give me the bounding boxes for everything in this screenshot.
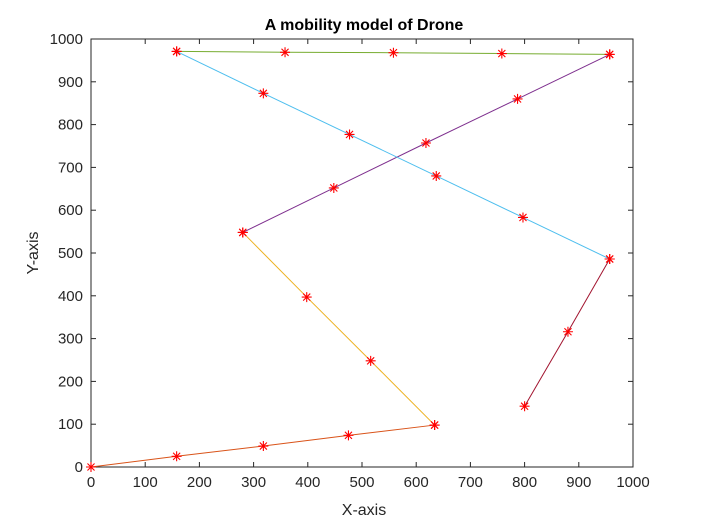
- x-tick-label: 200: [187, 474, 212, 491]
- x-tick-label: 800: [512, 474, 537, 491]
- x-tick-label: 500: [349, 474, 374, 491]
- y-tick-label: 700: [58, 159, 83, 176]
- y-tick-label: 100: [58, 416, 83, 433]
- data-point-marker: [280, 47, 291, 58]
- plot-area: 0 100 200 300 400 500 600 700 800 900 1000 0 100 200 3…: [50, 31, 650, 491]
- x-tick-label: 1000: [616, 474, 649, 491]
- data-point-marker: [86, 462, 96, 472]
- x-tick-label: 400: [295, 474, 320, 491]
- x-tick-label: 0: [87, 474, 95, 491]
- data-point-marker: [388, 47, 399, 58]
- data-point-marker: [562, 326, 573, 337]
- x-tick-label: 700: [458, 474, 483, 491]
- data-point-marker: [604, 253, 615, 264]
- data-point-marker: [171, 451, 182, 462]
- x-tick-label: 600: [404, 474, 429, 491]
- data-point-marker: [343, 430, 354, 441]
- data-point-marker: [431, 170, 442, 181]
- data-point-marker: [258, 88, 269, 99]
- x-tick-label: 900: [566, 474, 591, 491]
- series-line-2: [242, 232, 435, 426]
- data-point-marker: [496, 48, 507, 59]
- axes-box: [90, 38, 634, 468]
- data-point-marker: [301, 292, 312, 303]
- y-tick-label: 1000: [50, 31, 83, 48]
- data-point-marker: [512, 93, 523, 104]
- y-axis-label: Y-axis: [25, 232, 42, 275]
- y-tick-label: 400: [58, 288, 83, 305]
- data-point-marker: [420, 138, 431, 149]
- data-point-marker: [237, 227, 248, 238]
- y-tick-label: 800: [58, 117, 83, 134]
- data-point-marker: [517, 212, 528, 223]
- y-tick-label: 200: [58, 373, 83, 390]
- series-line-5: [176, 50, 610, 260]
- y-tick-label: 300: [58, 331, 83, 348]
- data-point-marker: [171, 46, 182, 57]
- y-tick-label: 600: [58, 202, 83, 219]
- data-point-marker: [344, 129, 355, 140]
- data-point-marker: [258, 441, 269, 452]
- data-point-marker: [429, 420, 440, 431]
- y-tick-label: 900: [58, 74, 83, 91]
- data-point-marker: [519, 401, 530, 412]
- y-tick-label: 0: [75, 459, 83, 476]
- x-axis-label: X-axis: [342, 502, 386, 519]
- x-tick-label: 300: [241, 474, 266, 491]
- data-point-marker: [328, 182, 339, 193]
- data-point-marker: [604, 49, 615, 60]
- x-tick-label: 100: [133, 474, 158, 491]
- data-point-marker: [365, 355, 376, 366]
- y-tick-label: 500: [58, 245, 83, 262]
- chart-title: A mobility model of Drone: [265, 17, 464, 34]
